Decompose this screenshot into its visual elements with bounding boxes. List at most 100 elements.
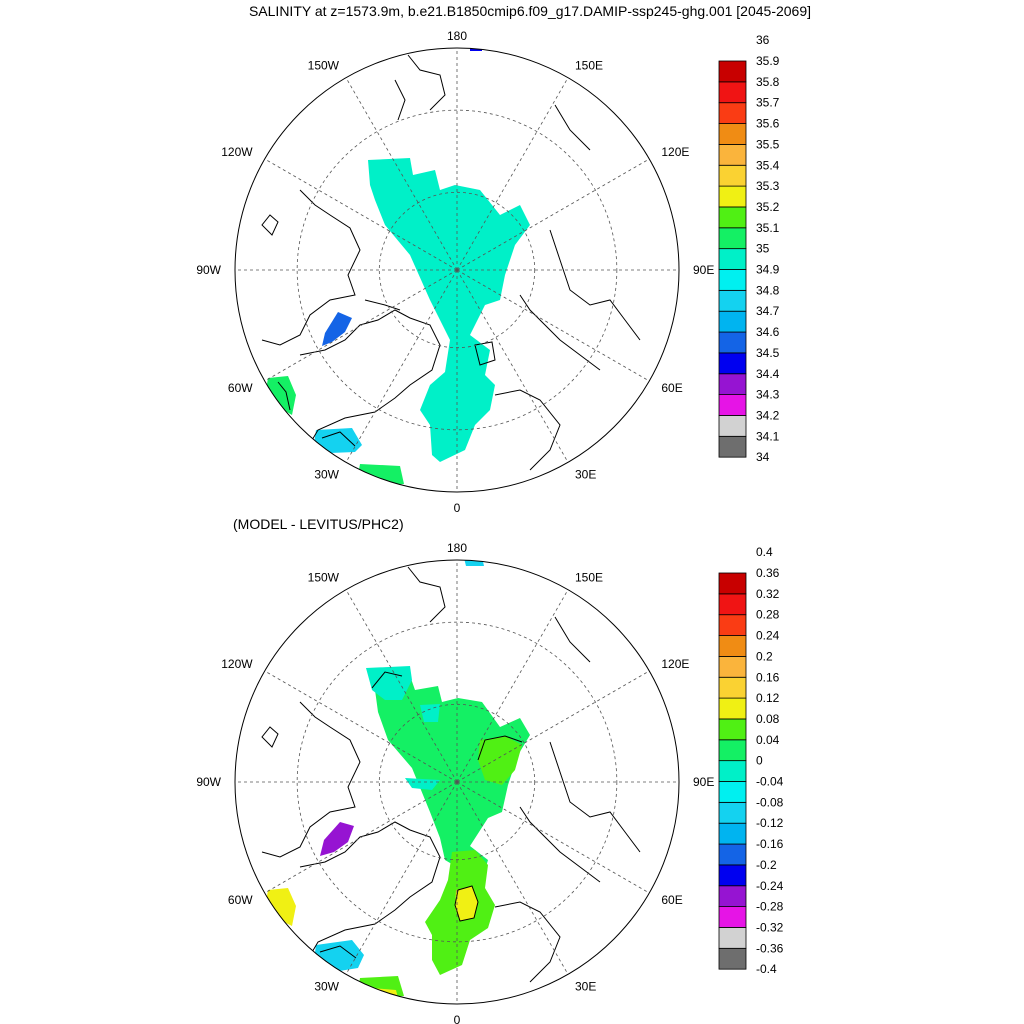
longitude-label-w90: 90W	[196, 263, 221, 277]
meridian-line	[456, 781, 569, 975]
colorbar-tick-label: 0.16	[756, 670, 780, 684]
colorbar-tick-label: 35	[756, 242, 770, 256]
longitude-label-e90: 90E	[693, 263, 714, 277]
longitude-label-e30: 30E	[575, 979, 596, 993]
salinity-colorbar: 34 34.1 34.2 34.3 34.4 34.5 34.6 34.7 34.8 34.9 35…	[718, 33, 780, 464]
colorbar-tick-label: -0.12	[756, 816, 784, 830]
longitude-label-w150: 150W	[308, 571, 340, 585]
meridian-line	[456, 269, 569, 463]
meridian-line	[456, 781, 650, 894]
region-central-arctic	[368, 158, 530, 462]
colorbar-swatch	[718, 123, 747, 145]
colorbar-swatch	[718, 331, 747, 354]
colorbar-swatch	[718, 269, 747, 291]
colorbar-tick-label: 35.5	[756, 137, 780, 151]
colorbar-tick-label: 35.3	[756, 179, 780, 193]
colorbar-tick-label: -0.08	[756, 795, 784, 809]
colorbar-tick-label: -0.32	[756, 920, 784, 934]
colorbar-tick-label: 0.28	[756, 608, 780, 622]
longitude-label-deg0: 0	[454, 501, 461, 515]
colorbar-swatch	[718, 593, 747, 616]
colorbar-tick-label: 0.12	[756, 691, 780, 705]
meridian-line	[264, 781, 458, 894]
colorbar-tick-label: 0.2	[756, 649, 773, 663]
map-boundary	[234, 559, 680, 1005]
colorbar-tick-label: 35.2	[756, 200, 780, 214]
colorbar-tick-label: 35.8	[756, 75, 780, 89]
colorbar-swatch	[718, 435, 747, 458]
colorbar-swatch	[718, 718, 747, 741]
region-greenland-sea-core	[455, 886, 478, 921]
colorbar-swatch	[718, 248, 747, 270]
meridian-line	[456, 158, 650, 271]
longitude-label-w120: 120W	[221, 145, 253, 159]
colorbar-tick-label: 34	[756, 450, 770, 464]
meridian-line	[345, 269, 458, 463]
colorbar-tick-label: 35.1	[756, 221, 780, 235]
colorbar-swatch	[718, 739, 747, 762]
colorbar-tick-label: 34.1	[756, 429, 780, 443]
colorbar-tick-label: -0.24	[756, 879, 784, 893]
colorbar-tick-label: 34.9	[756, 263, 780, 277]
colorbar-tick-label: -0.4	[756, 962, 777, 976]
colorbar-swatch	[718, 164, 747, 187]
longitude-label-w120: 120W	[221, 657, 253, 671]
colorbar-tick-label: 35.9	[756, 54, 780, 68]
difference-subtitle: (MODEL - LEVITUS/PHC2)	[233, 516, 404, 532]
graticule	[235, 560, 679, 1004]
region-baffin-bay	[320, 822, 354, 856]
colorbar-tick-label: 34.8	[756, 283, 780, 297]
difference-colorbar: -0.4 -0.36 -0.32 -0.28 -0.24 -0.2 -0.16 -0.12 -0…	[718, 545, 784, 976]
map-boundary	[234, 47, 680, 493]
salinity-field	[261, 48, 641, 486]
longitude-label-e150: 150E	[575, 571, 603, 585]
region-baffin-bay	[322, 312, 352, 346]
longitude-labels: 0 30E 60E 90E 120E 150E 180 150W 120W 90W 60W 30W	[196, 541, 714, 1024]
contour-lines	[319, 671, 523, 959]
colorbar-swatch	[718, 885, 747, 908]
meridian-line	[456, 269, 650, 382]
colorbar-swatch	[718, 185, 747, 208]
meridian-line	[264, 158, 458, 271]
region-east-arctic-positive	[478, 736, 522, 785]
longitude-label-e30: 30E	[575, 467, 596, 481]
colorbar-tick-label: -0.16	[756, 837, 784, 851]
colorbar-tick-label: 34.4	[756, 367, 780, 381]
coastlines	[261, 566, 641, 983]
longitude-label-e120: 120E	[661, 145, 689, 159]
figure-title: SALINITY at z=1573.9m, b.e21.B1850cmip6.…	[249, 3, 811, 19]
colorbar-tick-label: -0.36	[756, 941, 784, 955]
colorbar-tick-label: 0.4	[756, 545, 773, 559]
longitude-label-e60: 60E	[661, 893, 682, 907]
longitude-label-e60: 60E	[661, 381, 682, 395]
meridian-line	[264, 269, 458, 382]
colorbar-swatch	[718, 927, 747, 949]
longitude-label-deg0: 0	[454, 1013, 461, 1024]
region-bering-strait	[464, 560, 484, 566]
contour-lines	[277, 381, 356, 447]
colorbar-tick-label: -0.28	[756, 900, 784, 914]
colorbar-swatch	[718, 843, 747, 866]
colorbar-tick-label: 35.7	[756, 96, 780, 110]
colorbar-tick-label: 0	[756, 754, 763, 768]
colorbar-swatch	[718, 781, 747, 803]
colorbar-swatch	[718, 676, 747, 699]
colorbar-tick-label: -0.04	[756, 775, 784, 789]
meridian-line	[456, 670, 650, 783]
coastlines	[261, 54, 641, 471]
colorbar-swatch	[718, 947, 747, 970]
longitude-label-w150: 150W	[308, 59, 340, 73]
meridian-line	[345, 77, 458, 271]
colorbar-tick-label: 34.7	[756, 304, 780, 318]
longitude-label-e120: 120E	[661, 657, 689, 671]
colorbar-swatch	[718, 394, 747, 416]
colorbar-swatch	[718, 227, 747, 250]
colorbar-tick-label: 34.2	[756, 408, 780, 422]
meridian-line	[456, 589, 569, 783]
colorbar-swatch	[718, 635, 747, 657]
longitude-label-w60: 60W	[228, 893, 253, 907]
colorbar-tick-label: 0.24	[756, 629, 780, 643]
meridian-line	[345, 589, 458, 783]
colorbar-swatch	[718, 102, 747, 124]
latitude-circle	[378, 703, 536, 861]
